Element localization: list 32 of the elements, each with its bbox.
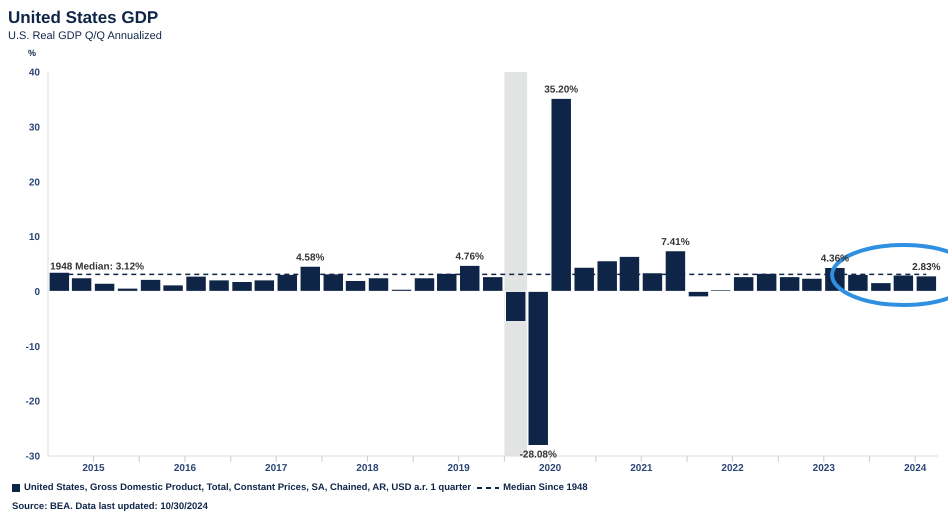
- x-tick-label: 2024: [904, 463, 927, 474]
- x-tick-label: 2018: [356, 463, 379, 474]
- y-tick-label: 10: [28, 232, 40, 244]
- data-label: -28.08%: [520, 449, 557, 460]
- y-tick-label: -30: [26, 452, 40, 463]
- y-axis-title: %: [28, 48, 38, 58]
- chart-subtitle: U.S. Real GDP Q/Q Annualized: [8, 30, 163, 42]
- data-label: 35.20%: [544, 84, 578, 96]
- annotation: 1948 Median: 3.12%: [50, 261, 144, 272]
- bar: [390, 288, 412, 292]
- y-tick-label: -10: [26, 342, 40, 353]
- data-label: 7.41%: [661, 236, 690, 248]
- x-tick-label: 2021: [630, 463, 653, 474]
- chart-title: United States GDP: [8, 8, 160, 28]
- y-tick-label: 40: [28, 68, 40, 79]
- data-label: 2.83%: [912, 262, 941, 273]
- x-tick-label: 2020: [538, 463, 562, 474]
- y-tick-label: -20: [26, 396, 40, 408]
- x-tick-label: 2022: [721, 463, 744, 474]
- x-tick-label: 2023: [812, 463, 836, 474]
- x-tick-label: 2016: [174, 463, 197, 474]
- x-tick-label: 2017: [265, 463, 288, 474]
- legend-label: Median Since 1948: [502, 482, 588, 493]
- legend-label: United States, Gross Domestic Product, Total, Constant Prices, SA, Chained, AR, USD a.r. 1 quarter: [23, 482, 472, 493]
- data-label: 4.76%: [456, 251, 484, 262]
- y-tick-label: 0: [34, 286, 40, 298]
- x-tick-label: 2019: [448, 463, 470, 474]
- source-note: Source: BEA. Data last updated: 10/30/2024: [12, 501, 209, 512]
- y-tick-label: 30: [28, 122, 40, 134]
- data-label: 4.58%: [296, 252, 325, 264]
- x-tick-label: 2015: [82, 463, 106, 474]
- y-tick-label: 20: [28, 177, 40, 188]
